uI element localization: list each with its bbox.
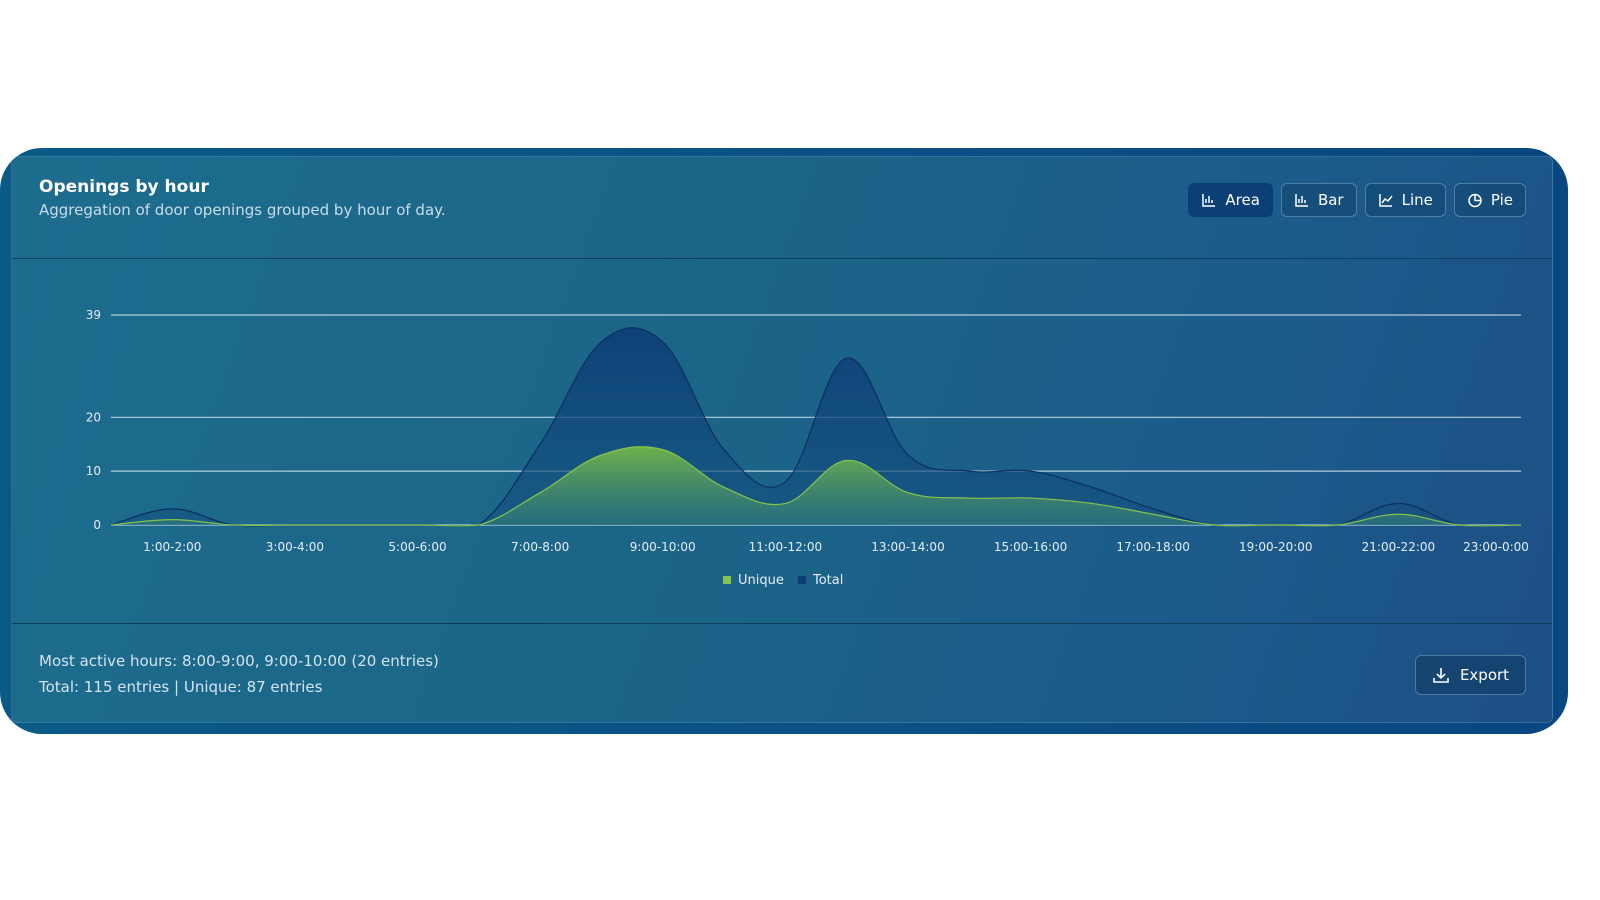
legend-label: Unique <box>738 573 784 588</box>
pie-button[interactable]: Pie <box>1453 183 1526 217</box>
bar-chart-icon <box>1202 194 1216 207</box>
y-tick-label: 0 <box>93 518 101 532</box>
line-button[interactable]: Line <box>1364 183 1446 217</box>
x-tick-label: 1:00-2:00 <box>143 540 201 554</box>
x-tick-label: 19:00-20:00 <box>1239 540 1313 554</box>
window-frame: Openings by hour Aggregation of door ope… <box>0 148 1568 734</box>
export-button-label: Export <box>1459 666 1510 684</box>
x-tick-label: 11:00-12:00 <box>749 540 823 554</box>
area-chart: 0 10 20 39 1:00-2:00 3:00-4:00 5:00-6:00 7:00-8… <box>86 308 1529 588</box>
legend-swatch <box>798 576 806 584</box>
x-tick-label: 23:00-0:00 <box>1463 540 1529 554</box>
area-button-label: Area <box>1225 191 1260 209</box>
legend-label: Total <box>812 573 843 588</box>
x-tick-label: 15:00-16:00 <box>994 540 1068 554</box>
card-header: Openings by hour Aggregation of door ope… <box>12 157 1552 259</box>
bar-button[interactable]: Bar <box>1280 183 1357 217</box>
line-chart-icon <box>1378 194 1393 207</box>
chart-legend: Unique Total <box>723 573 843 588</box>
card-subtitle: Aggregation of door openings grouped by … <box>39 201 446 219</box>
pie-chart-icon <box>1468 193 1482 208</box>
entry-totals: Total: 115 entries | Unique: 87 entries <box>39 678 323 696</box>
series-total-area <box>111 327 1521 526</box>
x-tick-label: 13:00-14:00 <box>871 540 945 554</box>
export-button[interactable]: Export <box>1415 655 1526 695</box>
y-tick-label: 39 <box>86 308 101 322</box>
x-tick-label: 21:00-22:00 <box>1362 540 1436 554</box>
x-tick-label: 5:00-6:00 <box>388 540 446 554</box>
y-tick-label: 20 <box>86 410 101 424</box>
x-tick-label: 7:00-8:00 <box>511 540 569 554</box>
legend-swatch <box>723 576 731 584</box>
chart-card: Openings by hour Aggregation of door ope… <box>11 156 1553 723</box>
y-tick-label: 10 <box>86 464 101 478</box>
x-tick-label: 9:00-10:00 <box>630 540 696 554</box>
x-tick-label: 17:00-18:00 <box>1116 540 1190 554</box>
series-unique-line <box>110 446 1522 527</box>
chart-type-toggle: Area Bar Line Pie <box>1188 183 1526 217</box>
most-active-hours: Most active hours: 8:00-9:00, 9:00-10:00… <box>39 652 439 670</box>
chart-plot-area: 0 10 20 39 1:00-2:00 3:00-4:00 5:00-6:00 7:00-8… <box>12 259 1552 622</box>
bar-button-label: Bar <box>1317 191 1344 209</box>
x-tick-label: 3:00-4:00 <box>266 540 324 554</box>
bar-chart-icon <box>1295 194 1308 207</box>
series-unique-area <box>111 446 1521 526</box>
download-icon <box>1433 668 1449 683</box>
card-footer: Most active hours: 8:00-9:00, 9:00-10:00… <box>12 623 1552 725</box>
pie-button-label: Pie <box>1490 191 1513 209</box>
area-button[interactable]: Area <box>1188 183 1273 217</box>
card-title: Openings by hour <box>39 177 209 197</box>
line-button-label: Line <box>1401 191 1433 209</box>
